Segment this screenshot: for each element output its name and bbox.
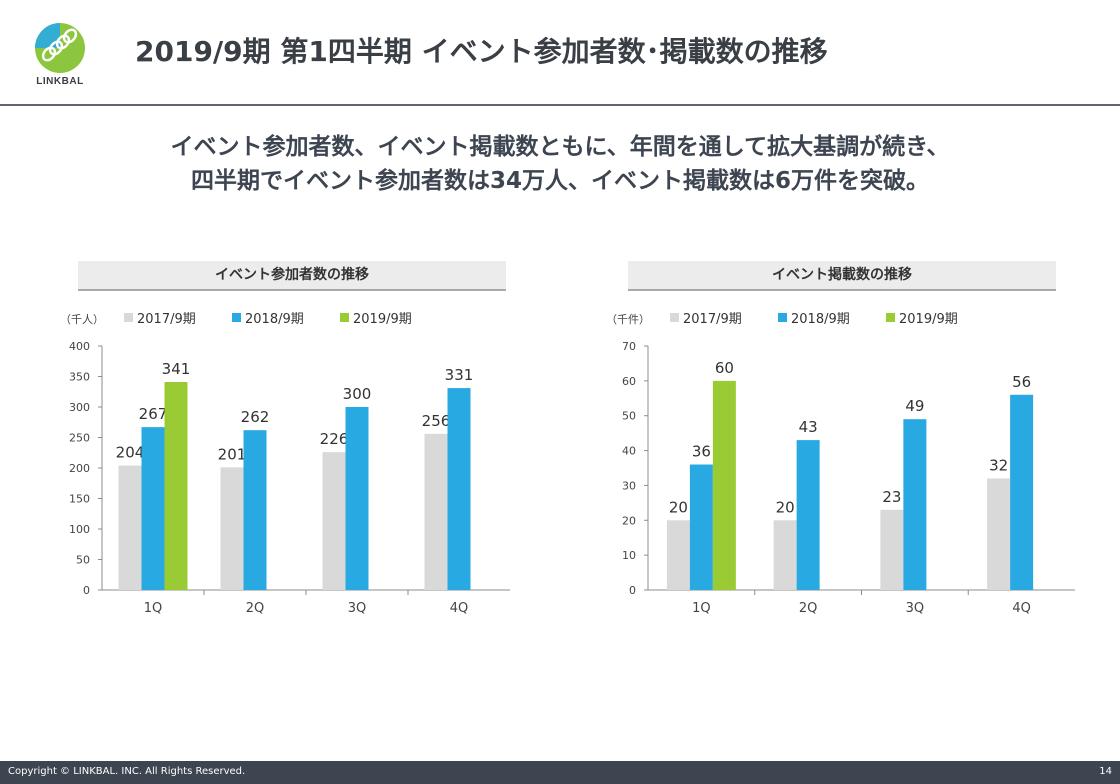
bar-1Q-1 <box>689 464 713 590</box>
y-tick-label: 30 <box>622 479 636 492</box>
data-label: 60 <box>715 359 734 377</box>
bar-1Q-1 <box>141 427 165 590</box>
data-label: 201 <box>218 445 247 463</box>
legend-label-1: 2018/9期 <box>791 312 850 327</box>
chart-title-participants: イベント参加者数の推移 <box>78 261 506 291</box>
page-number: 14 <box>1099 766 1112 777</box>
footer: Copyright © LINKBAL. INC. All Rights Res… <box>0 761 1120 784</box>
y-tick-label: 400 <box>69 340 90 353</box>
bar-4Q-0 <box>424 433 448 590</box>
bar-1Q-2 <box>164 381 188 590</box>
x-tick-label: 4Q <box>450 601 469 616</box>
x-tick-label: 3Q <box>906 601 925 616</box>
data-label: 49 <box>905 397 924 415</box>
listings-chart: （千件） 2017/9期 2018/9期 2019/9期 0 10 20 30 40 50 60 70… <box>606 312 1075 616</box>
title-divider <box>0 104 1120 106</box>
legend-swatch-2 <box>886 313 895 322</box>
linkbal-logo <box>35 23 85 73</box>
legend-label-2: 2019/9期 <box>353 312 412 327</box>
data-label: 43 <box>799 418 818 436</box>
legend-label-1: 2018/9期 <box>245 312 304 327</box>
legend-swatch-1 <box>778 313 787 322</box>
data-label: 256 <box>422 412 451 430</box>
bar-4Q-1 <box>447 388 471 590</box>
legend-swatch-2 <box>340 313 349 322</box>
y-tick-label: 100 <box>69 523 90 536</box>
x-tick-label: 2Q <box>799 601 818 616</box>
y-tick-label: 200 <box>69 462 90 475</box>
data-label: 331 <box>445 366 474 384</box>
bar-3Q-0 <box>322 452 346 590</box>
legend-swatch-0 <box>670 313 679 322</box>
bar-2Q-1 <box>796 440 820 590</box>
bar-3Q-1 <box>345 407 369 590</box>
data-label: 20 <box>669 498 688 516</box>
chart-title-listings: イベント掲載数の推移 <box>628 261 1056 291</box>
bar-4Q-0 <box>987 478 1011 590</box>
headline-line-1: イベント参加者数、イベント掲載数ともに、年間を通して拡大基調が続き、 <box>170 134 950 160</box>
data-label: 341 <box>162 360 191 378</box>
data-label: 226 <box>320 430 349 448</box>
y-unit-label: （千人） <box>60 313 104 326</box>
x-tick-label: 1Q <box>692 601 711 616</box>
legend-swatch-0 <box>124 313 133 322</box>
slide-title: 2019/9期 第1四半期 イベント参加者数･掲載数の推移 <box>135 35 828 68</box>
data-label: 56 <box>1012 373 1031 391</box>
bar-2Q-1 <box>243 430 267 590</box>
y-tick-label: 50 <box>76 554 90 567</box>
x-tick-label: 2Q <box>246 601 265 616</box>
bar-1Q-2 <box>712 380 736 590</box>
bar-1Q-0 <box>118 465 142 590</box>
logo-wordmark: LINKBAL <box>36 76 84 87</box>
participants-chart: （千人） 2017/9期 2018/9期 2019/9期 0 50 100 150 200 250… <box>60 312 510 616</box>
y-tick-label: 250 <box>69 432 90 445</box>
y-tick-label: 40 <box>622 445 636 458</box>
y-tick-label: 0 <box>629 584 636 597</box>
x-tick-label: 4Q <box>1012 601 1031 616</box>
data-label: 20 <box>776 498 795 516</box>
x-tick-label: 3Q <box>348 601 367 616</box>
data-label: 32 <box>989 456 1008 474</box>
legend-label-0: 2017/9期 <box>683 312 742 327</box>
data-label: 204 <box>116 444 145 462</box>
y-tick-label: 150 <box>69 493 90 506</box>
data-label: 267 <box>139 405 168 423</box>
y-tick-label: 70 <box>622 340 636 353</box>
bar-2Q-0 <box>773 520 797 590</box>
legend-swatch-1 <box>232 313 241 322</box>
y-tick-label: 20 <box>622 514 636 527</box>
headline-line-2: 四半期でイベント参加者数は34万人、イベント掲載数は6万件を突破。 <box>190 168 929 194</box>
y-tick-label: 60 <box>622 375 636 388</box>
bar-3Q-1 <box>903 419 927 590</box>
data-label: 23 <box>882 488 901 506</box>
bar-4Q-1 <box>1010 394 1034 590</box>
data-label: 262 <box>241 408 270 426</box>
bar-3Q-0 <box>880 509 904 590</box>
legend-label-2: 2019/9期 <box>899 312 958 327</box>
y-tick-label: 50 <box>622 410 636 423</box>
data-label: 300 <box>343 385 372 403</box>
legend-label-0: 2017/9期 <box>137 312 196 327</box>
y-tick-label: 0 <box>83 584 90 597</box>
bar-2Q-0 <box>220 467 244 590</box>
x-tick-label: 1Q <box>144 601 163 616</box>
y-unit-label: （千件） <box>606 313 650 326</box>
headline: イベント参加者数、イベント掲載数ともに、年間を通して拡大基調が続き、 四半期でイ… <box>0 130 1120 198</box>
y-tick-label: 350 <box>69 371 90 384</box>
y-tick-label: 10 <box>622 549 636 562</box>
data-label: 36 <box>692 443 711 461</box>
bar-1Q-0 <box>666 520 690 590</box>
footer-copyright: Copyright © LINKBAL. INC. All Rights Res… <box>8 766 246 777</box>
y-tick-label: 300 <box>69 401 90 414</box>
